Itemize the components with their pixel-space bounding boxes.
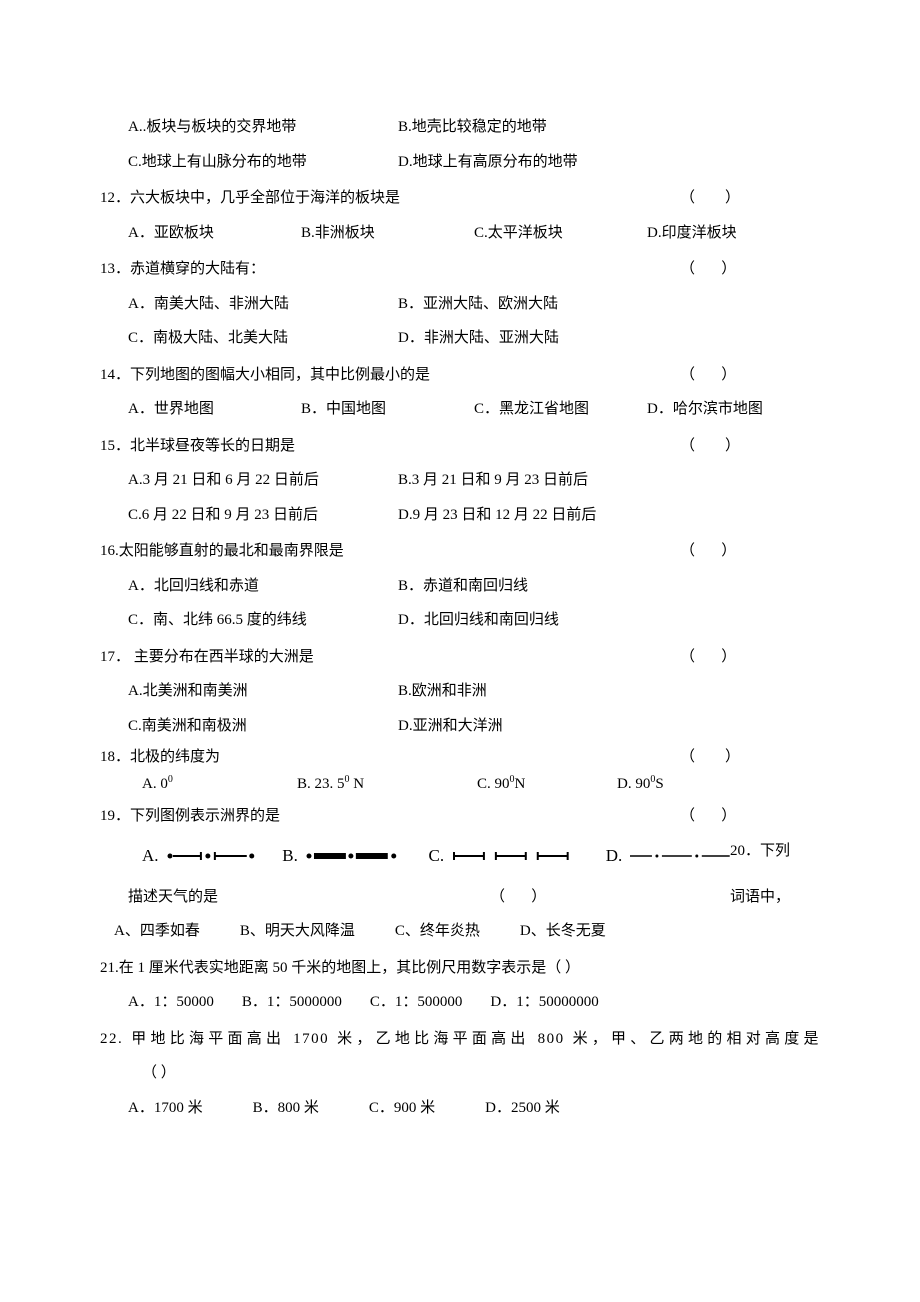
question-18: 18．北极的纬度为 （ ） A. 00 B. 23. 50 N C. 900N … [100, 745, 820, 797]
question-text: 22. 甲地比海平面高出 1700 米，乙地比海平面高出 800 米，甲、乙两地… [100, 1022, 820, 1057]
q20-float-1: 20．下列 [730, 834, 820, 869]
question-text: 14．下列地图的图幅大小相同，其中比例最小的是 [100, 358, 680, 393]
option-b: B．1：5000000 [242, 985, 342, 1020]
option-c: C．黑龙江省地图 [474, 392, 647, 427]
legend-c-icon [452, 849, 572, 863]
answer-paren: （ ） [100, 1056, 820, 1091]
option-a: A．1700 米 [128, 1091, 203, 1126]
option-d: D. 900S [617, 771, 664, 798]
question-text: 18．北极的纬度为 [100, 745, 680, 771]
question-21: 21.在 1 厘米代表实地距离 50 千米的地图上，其比例尺用数字表示是（ ） … [100, 951, 820, 1020]
question-16: 16.太阳能够直射的最北和最南界限是 （ ） A．北回归线和赤道 B．赤道和南回… [100, 534, 820, 638]
question-text: 19．下列图例表示洲界的是 [100, 799, 680, 834]
option-c: C.太平洋板块 [474, 216, 647, 251]
question-20: 词语中， 描述天气的是 （ ） A、四季如春 B、明天大风降温 C、终年炎热 D… [100, 880, 820, 949]
option-d: D．北回归线和南回归线 [398, 603, 559, 638]
option-b: B.非洲板块 [301, 216, 474, 251]
option-d: D．哈尔滨市地图 [647, 392, 820, 427]
question-12: 12．六大板块中，几乎全部位于海洋的板块是 （ ） A．亚欧板块 B.非洲板块 … [100, 181, 820, 250]
option-d: D、长冬无夏 [520, 914, 606, 949]
legend-b-icon [306, 849, 401, 863]
option-c: C．南极大陆、北美大陆 [128, 321, 398, 356]
question-11-options: A..板块与板块的交界地带 B.地壳比较稳定的地带 C.地球上有山脉分布的地带 … [100, 110, 820, 179]
legend-a-icon [167, 849, 257, 863]
option-a: A．南美大陆、非洲大陆 [128, 287, 398, 322]
option-d: D.地球上有高原分布的地带 [398, 145, 578, 180]
legend-label-b: B. [282, 834, 298, 878]
option-b: B．赤道和南回归线 [398, 569, 528, 604]
option-a: A..板块与板块的交界地带 [128, 110, 398, 145]
option-b: B．中国地图 [301, 392, 474, 427]
option-c: C．900 米 [369, 1091, 435, 1126]
option-b: B.3 月 21 日和 9 月 23 日前后 [398, 463, 588, 498]
option-a: A.3 月 21 日和 6 月 22 日前后 [128, 463, 398, 498]
option-d: D.亚洲和大洋洲 [398, 709, 503, 744]
option-a: A．北回归线和赤道 [128, 569, 398, 604]
option-b: B．亚洲大陆、欧洲大陆 [398, 287, 558, 322]
answer-paren: （ ） [680, 745, 820, 771]
option-d: D．非洲大陆、亚洲大陆 [398, 321, 559, 356]
answer-paren: （ ） [680, 640, 820, 675]
question-text: 17． 主要分布在西半球的大洲是 [100, 640, 680, 675]
option-b: B. 23. 50 N [297, 771, 477, 798]
option-d: D．2500 米 [485, 1091, 560, 1126]
option-a: A．亚欧板块 [128, 216, 301, 251]
option-c: C．南、北纬 66.5 度的纬线 [128, 603, 398, 638]
option-a: A．世界地图 [128, 392, 301, 427]
option-c: C.南美洲和南极洲 [128, 709, 398, 744]
answer-paren: （ ） [680, 534, 820, 569]
question-text: 15．北半球昼夜等长的日期是 [100, 429, 680, 464]
option-d: D.9 月 23 日和 12 月 22 日前后 [398, 498, 596, 533]
legend-label-c: C. [429, 834, 445, 878]
answer-paren: （ ） [680, 429, 820, 464]
option-d: D.印度洋板块 [647, 216, 820, 251]
option-b: B.欧洲和非洲 [398, 674, 487, 709]
legend-label-d: D. [606, 834, 623, 878]
option-c: C．1：500000 [370, 985, 463, 1020]
option-b: B．800 米 [253, 1091, 319, 1126]
question-14: 14．下列地图的图幅大小相同，其中比例最小的是 （ ） A．世界地图 B．中国地… [100, 358, 820, 427]
answer-paren: （ ） [490, 880, 730, 915]
question-text: 16.太阳能够直射的最北和最南界限是 [100, 534, 680, 569]
question-text: 13．赤道横穿的大陆有： [100, 252, 680, 287]
option-c: C.地球上有山脉分布的地带 [128, 145, 398, 180]
option-c: C. 900N [477, 771, 617, 798]
answer-paren: （ ） [680, 181, 820, 216]
option-a: A、四季如春 [114, 914, 200, 949]
option-c: C、终年炎热 [395, 914, 480, 949]
question-text: 21.在 1 厘米代表实地距离 50 千米的地图上，其比例尺用数字表示是（ ） [100, 951, 820, 986]
answer-paren: （ ） [680, 358, 820, 393]
legend-label-a: A. [142, 834, 159, 878]
option-a: A.北美洲和南美洲 [128, 674, 398, 709]
option-b: B.地壳比较稳定的地带 [398, 110, 547, 145]
question-text: 描述天气的是 [128, 880, 490, 915]
question-17: 17． 主要分布在西半球的大洲是 （ ） A.北美洲和南美洲 B.欧洲和非洲 C… [100, 640, 820, 744]
option-d: D．1：50000000 [490, 985, 598, 1020]
legend-d-icon [630, 849, 730, 863]
option-a: A. 00 [142, 771, 297, 798]
question-15: 15．北半球昼夜等长的日期是 （ ） A.3 月 21 日和 6 月 22 日前… [100, 429, 820, 533]
option-c: C.6 月 22 日和 9 月 23 日前后 [128, 498, 398, 533]
question-22: 22. 甲地比海平面高出 1700 米，乙地比海平面高出 800 米，甲、乙两地… [100, 1022, 820, 1126]
option-a: A．1：50000 [128, 985, 214, 1020]
q20-float-2: 词语中， [730, 880, 820, 915]
question-text: 12．六大板块中，几乎全部位于海洋的板块是 [100, 181, 680, 216]
answer-paren: （ ） [680, 252, 820, 287]
question-19: 19．下列图例表示洲界的是 （ ） 20．下列 A. B. [100, 799, 820, 878]
question-13: 13．赤道横穿的大陆有： （ ） A．南美大陆、非洲大陆 B．亚洲大陆、欧洲大陆… [100, 252, 820, 356]
option-b: B、明天大风降温 [240, 914, 355, 949]
answer-paren: （ ） [680, 799, 820, 834]
